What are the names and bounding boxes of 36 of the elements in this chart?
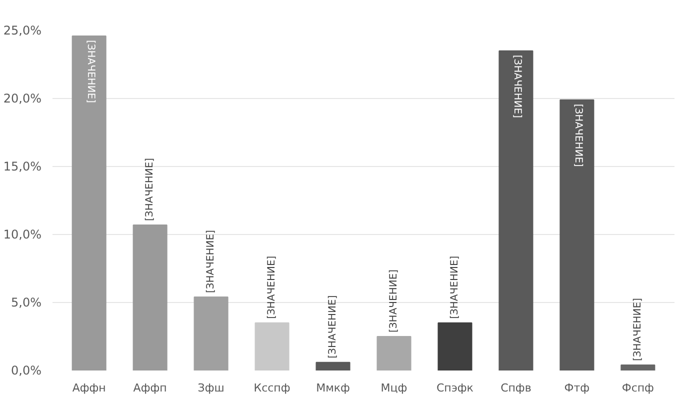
y-tick-label: 10,0% [3,228,42,242]
data-label: [ЗНАЧЕНИЕ] [572,104,584,168]
data-label: [ЗНАЧЕНИЕ] [388,269,400,332]
bar [132,224,168,370]
x-tick-label: Спфв [500,382,532,394]
y-tick-label: 25,0% [3,24,42,38]
bar [620,364,656,370]
y-tick-label: 20,0% [3,92,42,106]
x-tick-label: Фтф [564,382,590,394]
data-label: [ЗНАЧЕНИЕ] [84,40,96,104]
x-tick-label: Ммкф [316,382,350,394]
data-label: [ЗНАЧЕНИЕ] [449,256,460,319]
data-label: [ЗНАЧЕНИЕ] [266,256,278,319]
bar [438,322,472,370]
bar [72,35,106,370]
data-label: [ЗНАЧЕНИЕ] [206,230,217,294]
x-tick-label: Зфш [198,382,224,394]
data-label: [ЗНАЧЕНИЕ] [632,298,644,362]
x-tick-label: Фспф [622,382,654,394]
x-tick-label: Аффп [133,382,167,394]
y-tick-label: 5,0% [11,296,42,310]
data-label: [ЗНАЧЕНИЕ] [512,54,523,118]
x-tick-label: Аффн [72,382,106,394]
bar [254,322,290,370]
bar [376,336,412,370]
bar [498,50,534,370]
bar [194,296,228,370]
x-tick-label: Ксспф [254,382,290,394]
bar [316,362,350,370]
x-tick-label: Мцф [380,382,408,394]
bar [560,99,594,370]
data-label: [ЗНАЧЕНИЕ] [328,295,339,358]
data-label: [ЗНАЧЕНИЕ] [144,158,156,221]
y-tick-label: 15,0% [3,160,42,174]
x-tick-label: Спэфк [436,382,474,394]
y-tick-label: 0,0% [11,364,42,378]
